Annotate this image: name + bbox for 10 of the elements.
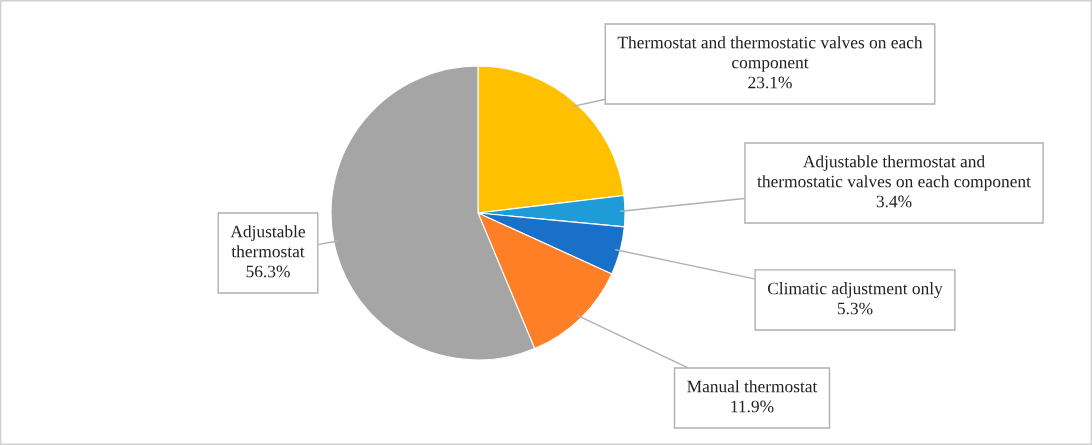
data-label: 3.4%	[876, 195, 912, 208]
data-label: 56.3%	[246, 265, 290, 278]
slice-label: Adjustable thermostat	[230, 225, 306, 258]
slice-label: Adjustable thermostat and thermostatic valves on each component	[757, 155, 1031, 191]
data-label: 11.9%	[731, 400, 774, 413]
data-label: 5.3%	[837, 302, 873, 315]
slice-label: Thermostat and thermostatic valves on each component	[617, 36, 923, 72]
slice-label: Manual thermostat	[687, 380, 818, 393]
slice-label: Climatic adjustment only	[767, 282, 943, 298]
data-label: 23.1%	[748, 76, 792, 89]
